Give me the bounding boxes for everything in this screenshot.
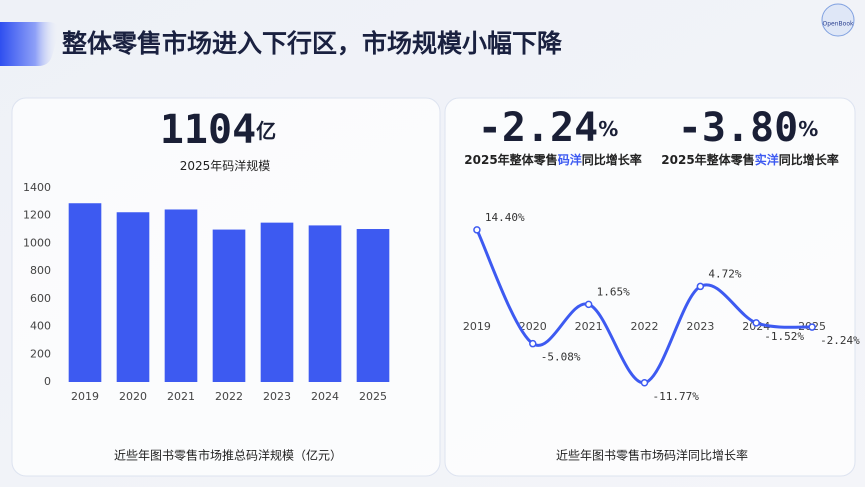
y-tick-label: 1200: [23, 209, 51, 222]
x-tick-label: 2022: [215, 390, 243, 403]
stat-label-part: 同比增长率: [779, 152, 839, 167]
stat-label: 2025年整体零售实洋同比增长率: [661, 152, 838, 167]
slide-title: 整体零售市场进入下行区，市场规模小幅下降: [62, 29, 563, 58]
bar: [116, 212, 150, 382]
point: [473, 226, 481, 234]
stat-label: 2025年码洋规模: [180, 158, 271, 173]
point: [584, 300, 593, 309]
stat-label: 2025年整体零售码洋同比增长率: [464, 152, 641, 167]
y-tick-label: 800: [30, 264, 51, 277]
x-tick-label: 2021: [167, 390, 195, 403]
data-label: 14.40%: [485, 211, 525, 224]
bar: [356, 229, 390, 382]
stat-label-part: 2025年整体零售: [464, 152, 557, 167]
y-tick-label: 1400: [23, 181, 51, 194]
data-label: -11.77%: [653, 390, 700, 403]
point: [808, 323, 816, 331]
stat-value: 1104: [160, 107, 256, 153]
x-tick-label: 2023: [263, 390, 291, 403]
stat-label-part: 同比增长率: [582, 152, 642, 167]
y-tick-label: 1000: [23, 236, 51, 249]
y-tick-label: 0: [44, 375, 51, 388]
bar: [164, 209, 198, 382]
stat-unit: %: [798, 117, 818, 141]
stat: -2.24%: [478, 105, 618, 151]
data-label: 4.72%: [708, 267, 741, 280]
x-tick-label: 2024: [311, 390, 339, 403]
bar: [68, 203, 102, 382]
logo-badge: [821, 3, 855, 37]
x-tick-label: 2023: [686, 320, 714, 333]
point: [752, 319, 760, 327]
x-tick-label: 2019: [463, 320, 491, 333]
stat-label-highlight: 实洋: [755, 152, 779, 167]
stat: 1104亿: [160, 107, 276, 153]
stat-label-highlight: 码洋: [558, 152, 582, 167]
chart-caption: 近些年图书零售市场码洋同比增长率: [556, 448, 748, 463]
y-tick-label: 200: [30, 347, 51, 360]
bar: [260, 222, 294, 382]
logo: OpenBook: [823, 21, 854, 28]
stat: -3.80%: [678, 105, 818, 151]
y-tick-label: 600: [30, 292, 51, 305]
bar: [308, 225, 342, 382]
bar: [212, 229, 246, 382]
stat-label-part: 2025年整体零售: [661, 152, 754, 167]
x-tick-label: 2020: [519, 320, 547, 333]
stat-unit: 亿: [256, 119, 276, 143]
point: [696, 282, 705, 291]
x-tick-label: 2021: [575, 320, 603, 333]
point: [640, 379, 649, 387]
x-tick-label: 2022: [631, 320, 659, 333]
chart-caption: 近些年图书零售市场推总码洋规模（亿元）: [114, 448, 342, 463]
data-label: -5.08%: [541, 351, 581, 364]
right-panel: [444, 97, 856, 477]
stat-value: -3.80: [678, 105, 798, 151]
data-label: -1.52%: [764, 330, 804, 343]
x-tick-label: 2019: [71, 390, 99, 403]
stat-value: -2.24: [478, 105, 598, 151]
data-label: -2.24%: [820, 334, 860, 347]
data-label: 1.65%: [597, 285, 630, 298]
title-accent: [0, 22, 59, 66]
y-tick-label: 400: [30, 320, 51, 333]
stat-unit: %: [598, 117, 618, 141]
x-tick-label: 2020: [119, 390, 147, 403]
stat-label-part: 2025年码洋规模: [180, 158, 271, 173]
point: [529, 339, 537, 348]
x-tick-label: 2025: [359, 390, 387, 403]
